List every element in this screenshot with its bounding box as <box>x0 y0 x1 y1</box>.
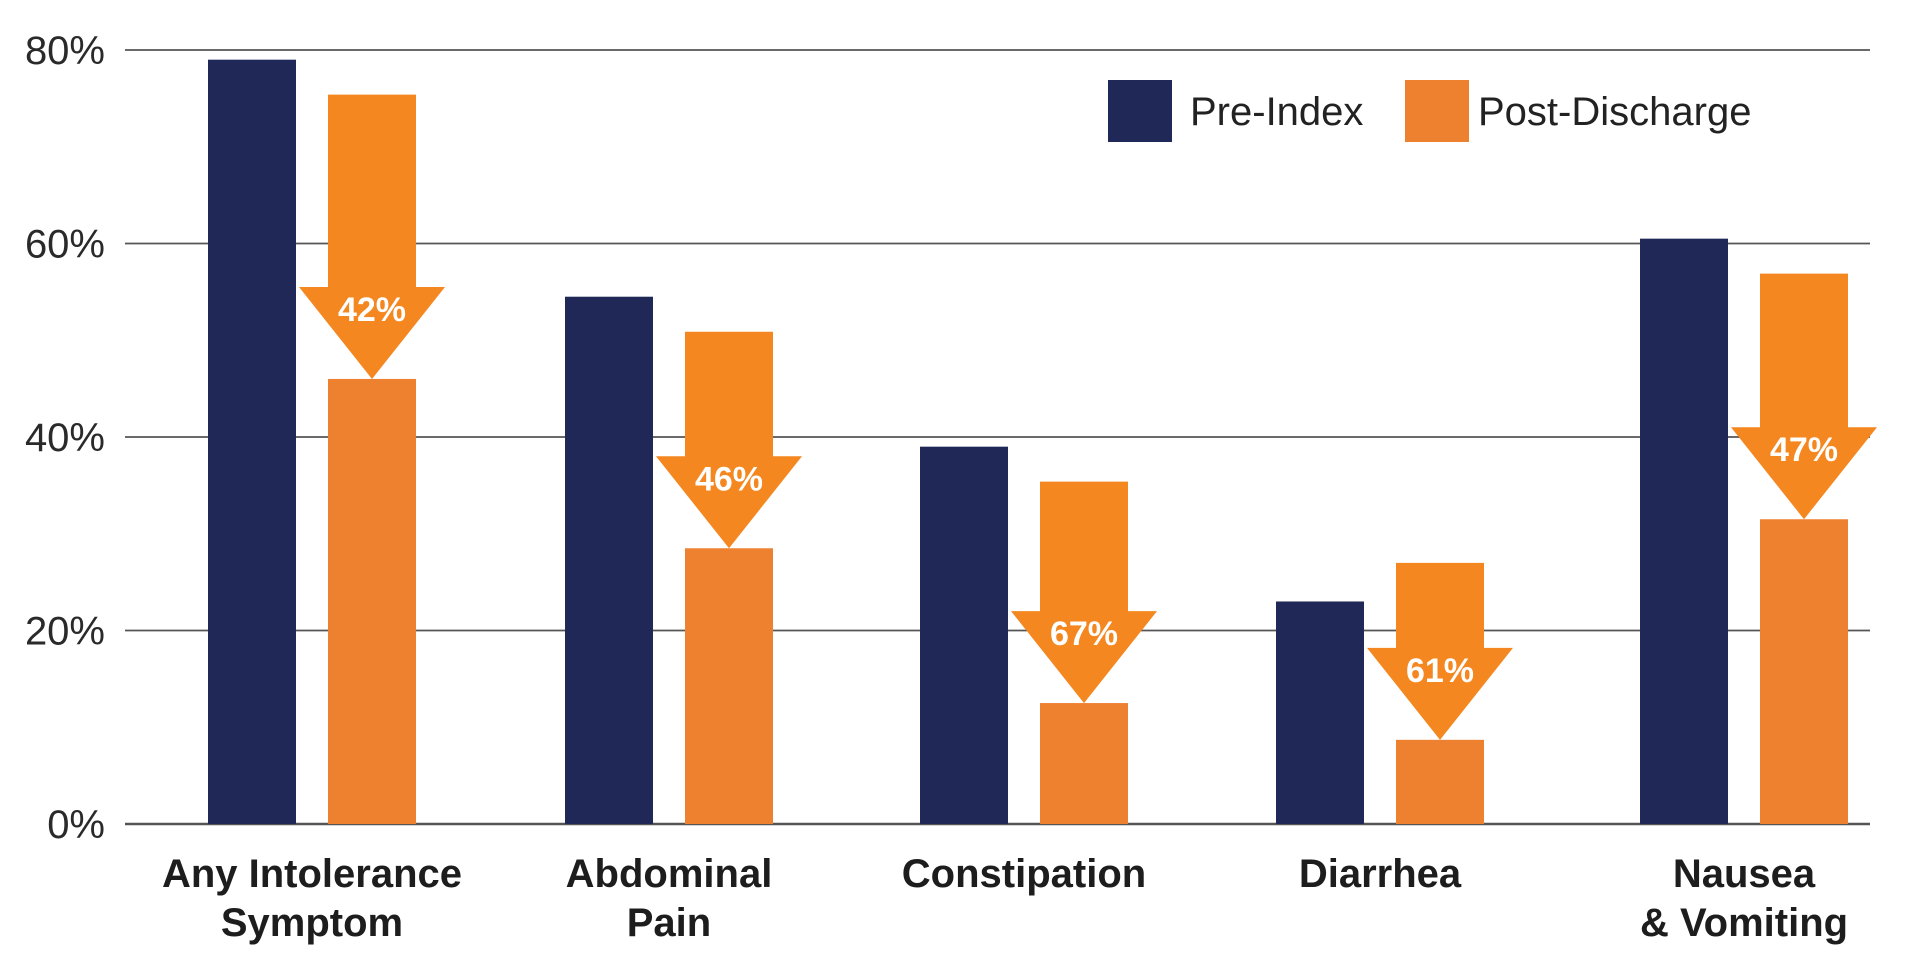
bar-pre-index-2 <box>920 446 1008 824</box>
category-label: Nausea <box>1673 852 1816 896</box>
bar-pre-index-3 <box>1276 601 1364 824</box>
reduction-label: 42% <box>338 291 406 329</box>
bar-post-discharge-0 <box>328 378 416 824</box>
category-label: Constipation <box>902 852 1146 896</box>
bar-pre-index-1 <box>565 296 653 824</box>
legend-label-post-discharge: Post-Discharge <box>1478 90 1751 134</box>
category-label: Diarrhea <box>1299 852 1462 896</box>
reduction-arrow-3 <box>1367 562 1513 740</box>
reduction-arrow-2 <box>1011 481 1157 704</box>
category-label: & Vomiting <box>1640 901 1848 945</box>
reduction-label: 67% <box>1050 615 1118 653</box>
bar-post-discharge-1 <box>685 548 773 824</box>
reduction-arrow-0 <box>299 94 445 379</box>
category-label: Pain <box>627 901 711 945</box>
reduction-label: 47% <box>1770 431 1838 469</box>
bar-pre-index-0 <box>208 59 296 825</box>
bar-pre-index-4 <box>1640 238 1728 825</box>
reduction-arrow-1 <box>656 331 802 549</box>
y-tick-label: 60% <box>25 223 105 267</box>
legend-label-pre-index: Pre-Index <box>1190 90 1363 134</box>
category-label: Symptom <box>221 901 403 945</box>
y-tick-label: 20% <box>25 610 105 654</box>
category-label: Any Intolerance <box>162 852 462 896</box>
y-tick-label: 80% <box>25 29 105 73</box>
y-tick-label: 0% <box>47 803 105 847</box>
bar-post-discharge-3 <box>1396 739 1484 824</box>
reduction-label: 61% <box>1406 652 1474 690</box>
y-tick-label: 40% <box>25 416 105 460</box>
legend-swatch-pre-index <box>1108 80 1172 142</box>
bar-post-discharge-4 <box>1760 519 1848 824</box>
bar-post-discharge-2 <box>1040 703 1128 824</box>
reduction-arrow-4 <box>1731 273 1877 520</box>
category-label: Abdominal <box>566 852 773 896</box>
legend-swatch-post-discharge <box>1405 80 1469 142</box>
reduction-label: 46% <box>695 460 763 498</box>
